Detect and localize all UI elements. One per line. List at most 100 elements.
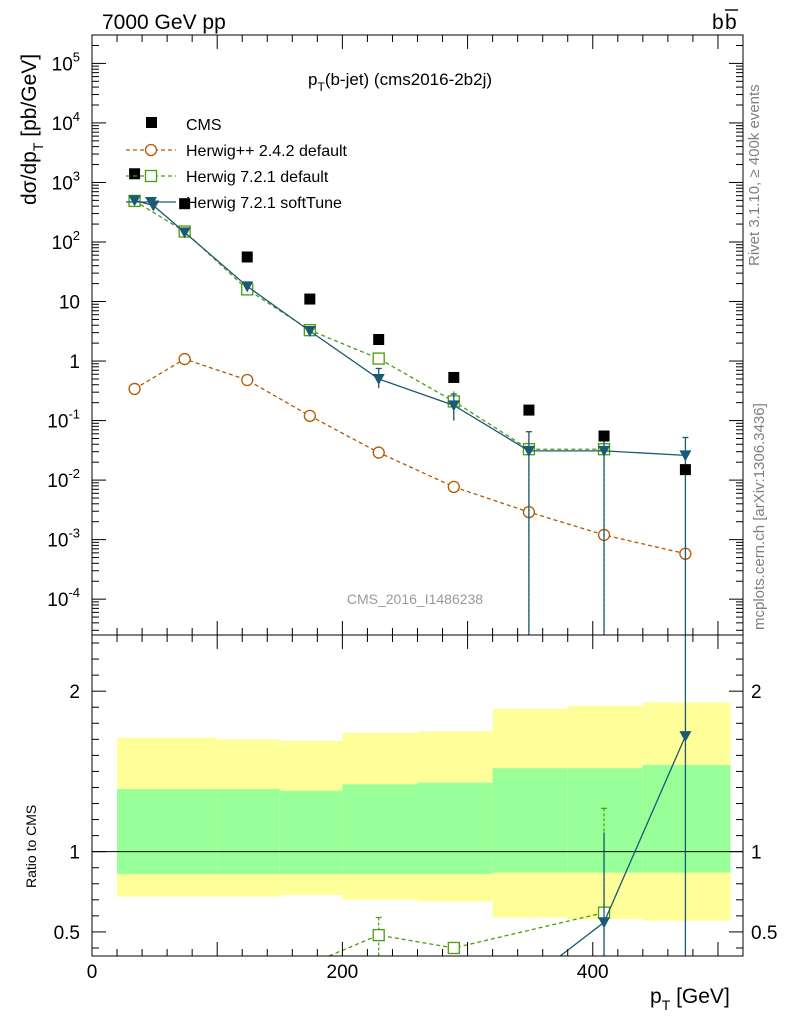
ratio-band-green [642,765,731,873]
legend-label-cms: CMS [186,117,222,134]
point-herwig7-softtune [128,195,141,207]
point-herwig7-softtune [178,227,191,239]
y-label-sub: T [30,142,46,151]
process-label: b b [712,9,738,34]
ratio-band-green [492,768,568,873]
point-herwig7-softtune [598,445,611,457]
main-y-tick-label: 10-2 [47,466,80,492]
ratio-band-green [567,768,643,873]
plot-title-rest: (b-jet) (cms2016-2b2j) [325,70,492,89]
ratio-panel: 0.5 0.5 1 1 2 2 0 200 400 Ratio to CMS pT [GeV] [23,634,777,1013]
main-y-tick-label: 105 [52,49,80,75]
ratio-point-herwig7-default [372,928,385,942]
x-tick-label: 400 [577,962,609,983]
point-cms [304,293,316,305]
x-label-rest: [GeV] [670,985,730,1008]
legend: CMS Herwig++ 2.4.2 default Herwig 7.2.1 … [126,117,348,212]
main-y-tick-label: 10 [59,293,80,314]
main-y-axis-label: dσ/dpT [pb/GeV] [18,54,46,205]
legend-marker-herwig7-default [144,169,158,183]
ratio-band-green [342,784,418,875]
point-cms [241,251,253,263]
ratio-point-herwig7-softtune [679,731,692,743]
energy-label: 7000 GeV pp [102,11,226,34]
y-label-rest: [pb/GeV] [18,54,41,143]
legend-marker-cms [146,117,157,128]
series-line-herwigpp [134,358,686,555]
legend-label-herwig7-default: Herwig 7.2.1 default [186,169,329,186]
legend-entry-herwig7-default: Herwig 7.2.1 default [126,169,329,186]
process-label-b: b [712,11,724,34]
point-herwig7-softtune [679,450,692,462]
ratio-uncertainty-bands [92,702,743,921]
legend-label-herwig7-softtune: Herwig 7.2.1 softTune [186,195,342,212]
main-y-tick-label: 10-3 [47,526,80,552]
legend-entry-cms: CMS [146,117,222,134]
point-cms [179,198,191,210]
plot-title-main: p [308,70,317,89]
x-label-sub: T [662,997,671,1013]
point-herwig7-softtune [522,445,535,457]
point-cms [373,334,385,346]
point-herwig7-softtune [241,281,254,293]
x-axis-label: pT [GeV] [650,985,730,1013]
point-cms [129,168,141,180]
legend-entry-herwig7-softtune: Herwig 7.2.1 softTune [126,195,342,212]
ratio-y-axis: 0.5 0.5 1 1 2 2 [54,642,777,949]
ratio-y-tick-label: 2 [69,682,80,703]
legend-marker-herwigpp [144,143,158,157]
ratio-clipped-layer [327,635,692,956]
ratio-band-green [417,782,493,875]
point-herwig7-softtune [372,373,385,385]
x-label-main: p [650,985,662,1008]
ratio-band-green [279,790,343,875]
main-y-axis: 10-4 10-3 10-2 10-1 1 10 102 103 104 105 [47,34,743,631]
main-x-ticks [91,35,744,635]
plot-title-sub: T [317,80,325,94]
legend-label-herwigpp: Herwig++ 2.4.2 default [186,143,348,160]
x-tick-label: 0 [87,962,98,983]
ratio-y-axis-label: Ratio to CMS [23,805,39,888]
point-herwig7-default [372,352,385,365]
point-herwigpp [128,382,141,396]
ratio-y-tick-label: 1 [69,843,80,864]
point-herwig7-softtune [447,400,460,412]
x-tick-label: 200 [327,962,359,983]
source-label: mcplots.cern.ch [arXiv:1306.3436] [751,403,768,630]
ratio-point-herwig7-softtune [598,917,611,929]
plot-title: pT(b-jet) (cms2016-2b2j) [308,70,492,94]
rivet-version-label: Rivet 3.1.10, ≥ 400k events [746,84,763,266]
ratio-line-herwig7-default [327,912,605,956]
analysis-watermark: CMS_2016_I1486238 [347,591,483,607]
point-cms [523,404,535,416]
ratio-y-tick-label-right: 0.5 [751,923,777,944]
main-y-tick-label: 103 [52,168,80,194]
main-series-layer [128,168,692,635]
point-herwigpp [447,480,460,494]
point-cms [679,464,691,476]
main-y-tick-label: 10-1 [47,407,80,433]
series-line-herwig7-softtune [134,199,686,457]
point-cms [598,430,610,442]
main-y-tick-label: 102 [52,228,80,254]
point-herwigpp [303,409,316,423]
ratio-x-axis: 0 200 400 [87,635,744,983]
point-herwigpp [178,352,191,366]
main-y-tick-label: 10-4 [47,585,80,611]
ratio-point-herwig7-default [447,941,460,955]
ratio-y-tick-label-right: 2 [751,682,762,703]
legend-marker-herwig7-softtune [145,197,157,207]
main-y-tick-label: 1 [69,352,80,373]
point-herwigpp [372,446,385,459]
point-cms [448,371,460,383]
process-label-bbar: b [725,11,737,34]
ratio-band-green [217,789,280,875]
point-herwigpp [241,373,254,387]
main-y-tick-label: 104 [52,109,80,135]
ratio-y-tick-label-right: 1 [751,843,762,864]
point-herwig7-softtune [303,325,316,337]
y-label-main: dσ/dp [18,151,41,205]
ratio-band-green [117,789,218,875]
